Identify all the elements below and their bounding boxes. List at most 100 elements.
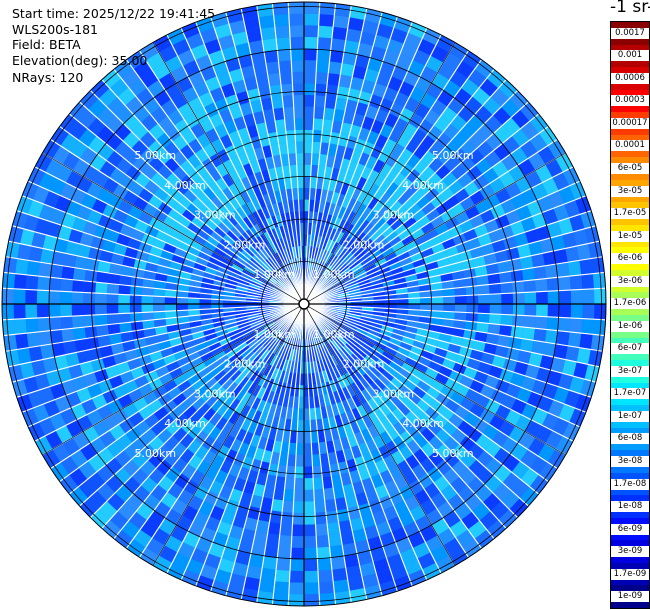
range-bin-cell bbox=[360, 166, 373, 180]
range-bin-cell bbox=[576, 243, 591, 261]
range-bin-cell bbox=[215, 430, 229, 445]
range-bin-cell bbox=[523, 279, 536, 293]
range-bin-cell bbox=[277, 345, 286, 358]
range-bin-cell bbox=[304, 454, 313, 467]
range-bin-cell bbox=[344, 358, 356, 370]
range-bin-cell bbox=[224, 318, 237, 326]
range-bin-cell bbox=[472, 87, 491, 106]
range-bin-cell bbox=[96, 106, 116, 126]
range-bin-cell bbox=[240, 528, 256, 543]
range-bin-cell bbox=[347, 17, 365, 32]
range-bin-cell bbox=[204, 218, 218, 231]
range-bin-cell bbox=[275, 317, 286, 326]
range-bin-cell bbox=[410, 345, 424, 356]
range-bin-cell bbox=[524, 304, 537, 317]
range-bin-cell bbox=[37, 317, 50, 332]
range-bin-cell bbox=[288, 582, 304, 595]
range-bin-cell bbox=[480, 242, 495, 256]
range-bin-cell bbox=[295, 141, 304, 154]
range-bin-cell bbox=[410, 405, 425, 419]
range-bin-cell bbox=[17, 347, 32, 365]
range-bin-cell bbox=[359, 319, 372, 326]
range-bin-cell bbox=[573, 361, 589, 380]
range-bin-cell bbox=[252, 483, 266, 498]
range-bin-cell bbox=[235, 256, 248, 267]
range-bin-cell bbox=[195, 256, 209, 267]
range-bin-cell bbox=[333, 15, 350, 29]
range-bin-cell bbox=[370, 322, 383, 330]
range-bin-cell bbox=[347, 576, 365, 591]
range-bin-cell bbox=[52, 443, 71, 463]
range-bin-cell bbox=[187, 153, 202, 169]
ray-line bbox=[271, 303, 305, 605]
range-bin-cell bbox=[531, 182, 549, 201]
range-bin-cell bbox=[304, 222, 309, 235]
range-bin-cell bbox=[315, 72, 329, 85]
range-bin-cell bbox=[376, 23, 394, 39]
range-bin-cell bbox=[200, 205, 214, 219]
range-bin-cell bbox=[437, 62, 456, 80]
range-bin-cell bbox=[358, 321, 371, 329]
range-bin-cell bbox=[364, 335, 377, 345]
range-bin-cell bbox=[290, 176, 298, 189]
range-bin-cell bbox=[193, 81, 210, 98]
ray-lines bbox=[2, 2, 606, 606]
range-bin-cell bbox=[398, 210, 413, 224]
range-bin-cell bbox=[223, 200, 236, 214]
range-bin-cell bbox=[202, 186, 217, 201]
range-bin-cell bbox=[293, 94, 304, 107]
range-bin-cell bbox=[511, 314, 525, 328]
range-bin-cell bbox=[367, 397, 380, 412]
range-bin-cell bbox=[74, 255, 89, 270]
range-bin-cell bbox=[217, 558, 235, 574]
range-bin-cell bbox=[65, 240, 80, 256]
range-bin-cell bbox=[450, 202, 465, 217]
range-bin-cell bbox=[425, 55, 444, 73]
range-bin-cell bbox=[407, 59, 426, 77]
range-bin-cell bbox=[250, 322, 263, 331]
range-bin-cell bbox=[55, 425, 73, 444]
range-bin-cell bbox=[187, 168, 202, 184]
range-bin-cell bbox=[405, 183, 419, 198]
range-bin-cell bbox=[23, 376, 39, 394]
range-bin-cell bbox=[288, 348, 295, 361]
range-bin-cell bbox=[399, 163, 414, 178]
range-bin-cell bbox=[533, 328, 547, 343]
range-bin-cell bbox=[199, 564, 218, 581]
range-bin-cell bbox=[328, 392, 337, 405]
range-bin-cell bbox=[204, 76, 221, 92]
range-bin-cell bbox=[318, 335, 326, 347]
range-bin-cell bbox=[225, 322, 238, 330]
range-bin-cell bbox=[234, 222, 246, 235]
range-bin-cell bbox=[331, 567, 348, 582]
range-bin-cell bbox=[416, 215, 431, 229]
range-bin-cell bbox=[102, 355, 117, 369]
range-bin-cell bbox=[336, 193, 346, 207]
range-bin-cell bbox=[249, 355, 261, 368]
range-bin-cell bbox=[98, 501, 118, 520]
range-bin-cell bbox=[325, 214, 333, 227]
range-bin-cell bbox=[176, 290, 189, 298]
range-bin-cell bbox=[350, 381, 361, 395]
range-bin-cell bbox=[49, 412, 66, 431]
range-bin-cell bbox=[454, 405, 470, 421]
range-bin-cell bbox=[348, 313, 361, 320]
range-bin-cell bbox=[59, 113, 79, 134]
range-bin-cell bbox=[390, 377, 404, 390]
range-bin-cell bbox=[319, 334, 328, 346]
range-bin-cell bbox=[208, 49, 226, 66]
sector-line bbox=[42, 152, 305, 305]
range-bin-cell bbox=[324, 499, 337, 512]
range-bin-cell bbox=[443, 296, 455, 304]
range-bin-cell bbox=[261, 219, 271, 232]
range-bin-cell bbox=[385, 230, 398, 243]
range-bin-cell bbox=[361, 513, 376, 529]
range-bin-cell bbox=[328, 533, 343, 547]
range-bin-cell bbox=[386, 381, 399, 395]
colorbar-tick-label: 6e-07 bbox=[611, 343, 649, 355]
range-bin-cell bbox=[36, 304, 49, 318]
range-bin-cell bbox=[325, 84, 339, 98]
range-bin-cell bbox=[142, 319, 155, 330]
range-bin-cell bbox=[152, 62, 171, 80]
range-bin-cell bbox=[346, 210, 357, 224]
